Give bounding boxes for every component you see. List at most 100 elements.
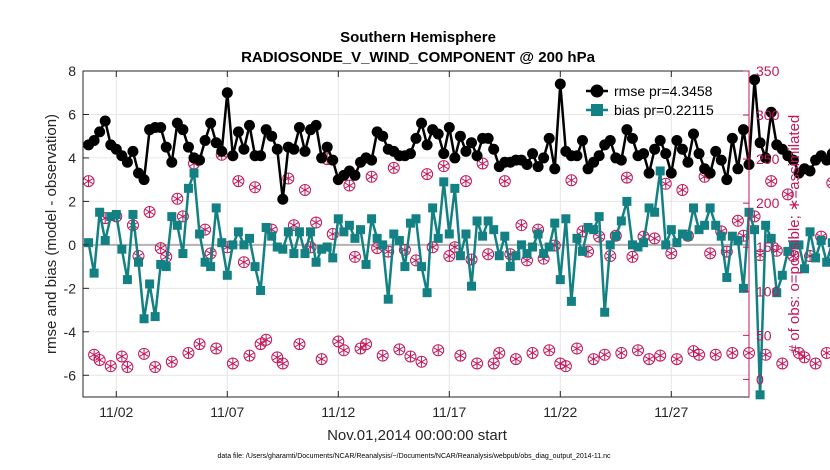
possible-obs-point	[304, 241, 317, 254]
right-axis-ticks: 0 50 100 150 200 250 300 350	[743, 63, 780, 387]
bias-point	[550, 218, 560, 228]
x-tick-label: 11/12	[321, 404, 355, 420]
rmse-point	[227, 150, 239, 162]
assimilated-obs-point	[777, 358, 787, 369]
bias-point	[228, 240, 238, 250]
assimilated-obs-point	[122, 362, 132, 373]
assimilated-obs-point	[83, 176, 94, 187]
assimilated-obs-point	[472, 358, 482, 369]
assimilated-obs-point	[183, 347, 194, 358]
bias-point	[566, 296, 576, 306]
bias-point	[800, 264, 809, 274]
rmse-point	[327, 154, 339, 166]
rmse-point	[671, 135, 683, 147]
possible-obs-point	[415, 355, 428, 368]
bias-point	[394, 236, 404, 246]
bias-point	[694, 225, 704, 235]
assimilated-obs-point	[705, 248, 715, 259]
rmse-point	[754, 137, 766, 149]
bias-point	[322, 242, 332, 252]
left-tick-label: -6	[64, 367, 77, 383]
possible-obs-point	[332, 335, 345, 348]
rmse-point	[676, 143, 688, 155]
right-tick-label: 350	[756, 63, 780, 79]
bias-point	[700, 220, 710, 230]
rmse-point	[266, 130, 278, 142]
assimilated-obs-point	[367, 171, 377, 182]
rmse-point	[99, 115, 111, 127]
bias-point	[200, 257, 210, 267]
assimilated-obs-point	[483, 249, 493, 260]
possible-obs-point	[726, 346, 739, 359]
assimilated-obs-point	[489, 358, 499, 369]
rmse-point	[199, 135, 211, 147]
possible-obs-point	[249, 181, 262, 194]
rmse-point	[554, 78, 566, 90]
bias-point	[505, 262, 515, 272]
bias-point	[605, 240, 615, 250]
possible-obs-point	[193, 338, 206, 351]
assimilated-obs-point	[416, 356, 427, 367]
possible-obs-point	[237, 256, 250, 269]
possible-obs-point	[426, 241, 439, 254]
possible-obs-point	[759, 348, 772, 361]
bias-point	[772, 288, 782, 298]
bias-point	[777, 270, 787, 280]
bias-point	[783, 246, 793, 256]
possible-obs-point	[781, 188, 794, 201]
rmse-point	[471, 150, 483, 162]
assimilated-obs-point	[455, 350, 465, 361]
possible-obs-point	[404, 350, 417, 363]
bias-point	[650, 207, 660, 217]
rmse-point	[521, 158, 533, 170]
possible-obs-point	[665, 247, 678, 260]
possible-obs-point	[654, 349, 667, 362]
possible-obs-point	[138, 347, 151, 360]
rmse-point	[127, 145, 139, 157]
assimilated-obs-point	[300, 184, 310, 195]
rmse-point	[310, 119, 322, 131]
assimilated-obs-point	[589, 354, 599, 365]
rmse-point	[121, 156, 133, 168]
assimilated-obs-point	[500, 176, 510, 187]
bias-point	[611, 231, 621, 241]
bias-point	[572, 233, 582, 243]
bias-point	[300, 249, 310, 259]
bias-point	[222, 270, 232, 280]
rmse-point	[216, 145, 228, 157]
assimilated-obs-point	[727, 347, 737, 358]
rmse-point	[787, 154, 799, 166]
assimilated-obs-point	[389, 162, 399, 173]
bias-point	[661, 240, 671, 250]
bias-point	[655, 166, 665, 176]
bias-point	[716, 231, 726, 241]
left-tick-label: 4	[68, 150, 76, 166]
bias-point	[677, 229, 687, 239]
bias-point	[333, 214, 343, 224]
assimilated-obs-point	[827, 179, 830, 186]
bias-point	[433, 233, 443, 243]
possible-obs-point	[670, 353, 683, 366]
bias-point	[178, 249, 188, 259]
bias-point	[195, 229, 205, 239]
assimilated-obs-point	[544, 345, 554, 356]
assimilated-obs-point	[766, 176, 776, 187]
bias-point	[217, 238, 227, 248]
bias-point	[750, 225, 760, 235]
legend-rmse-label: rmse pr=4.3458	[614, 83, 713, 99]
rmse-point	[760, 152, 772, 164]
possible-obs-point	[326, 228, 339, 240]
bias-point	[167, 212, 177, 222]
rmse-point	[649, 143, 661, 155]
bias-point	[356, 225, 365, 235]
possible-obs-point	[709, 348, 722, 361]
assimilated-obs-point	[783, 189, 793, 200]
possible-obs-point	[482, 248, 495, 261]
bias-point	[422, 288, 432, 298]
bias-point	[261, 222, 271, 232]
possible-obs-point	[720, 245, 733, 258]
rmse-point	[615, 154, 627, 166]
assimilated-obs-point	[378, 350, 388, 361]
rmse-point	[454, 130, 466, 142]
